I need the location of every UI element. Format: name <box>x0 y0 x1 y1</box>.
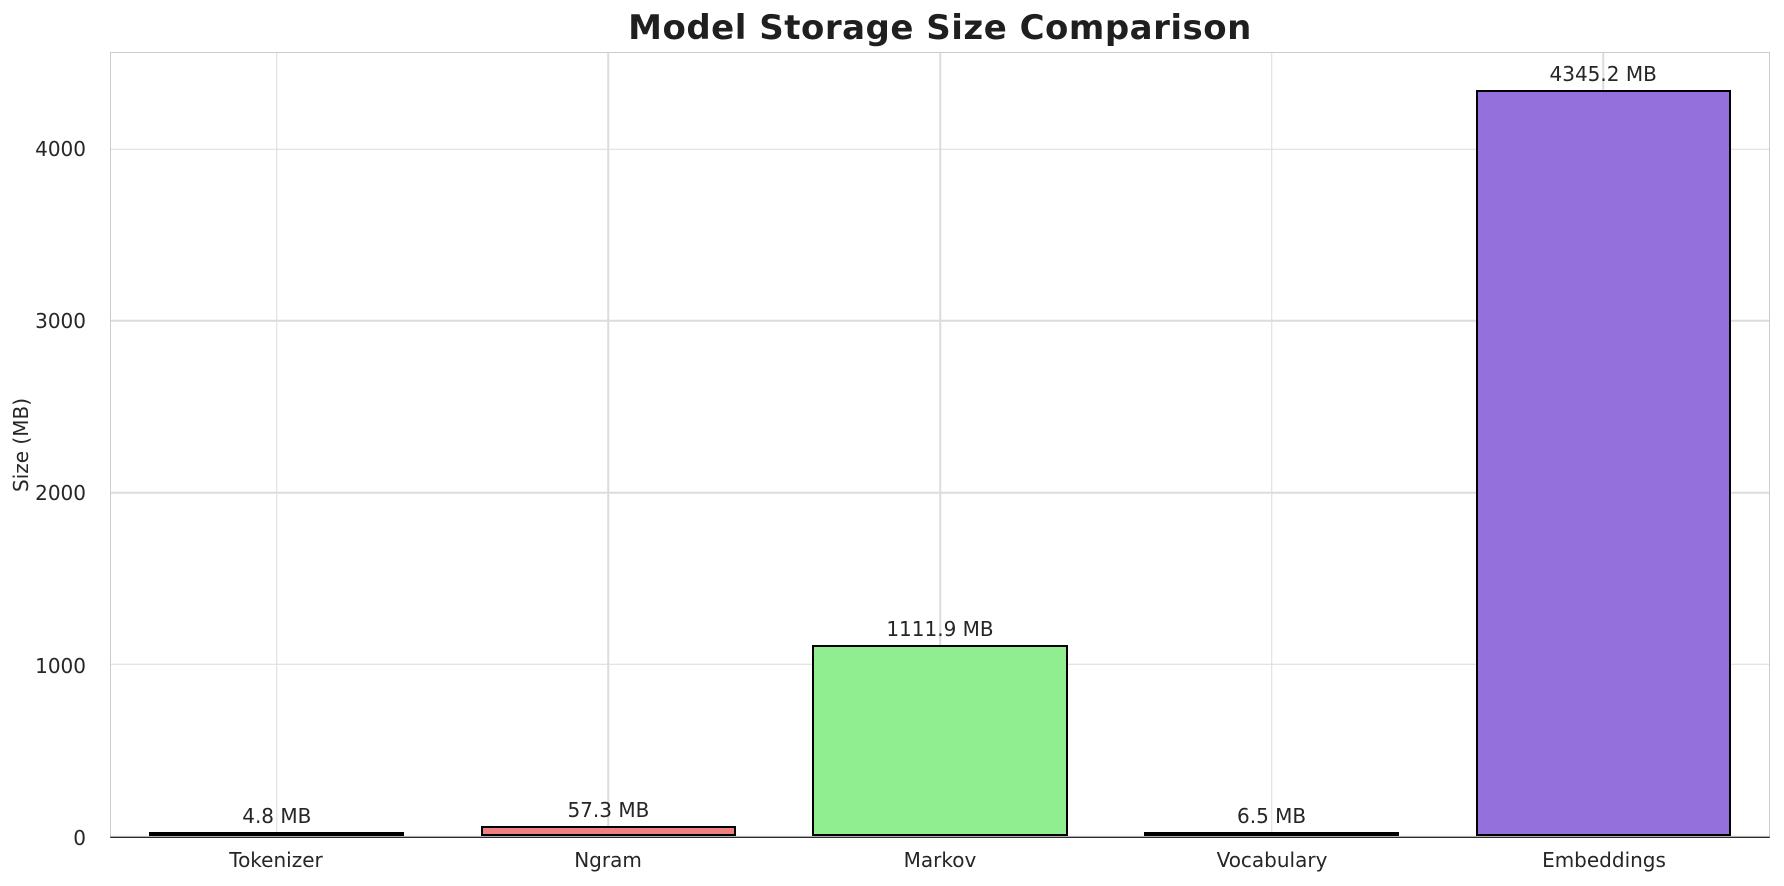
vertical-gridline <box>607 53 610 836</box>
y-tick-label: 3000 <box>35 308 86 333</box>
bar-value-label-ngram: 57.3 MB <box>567 798 650 823</box>
horizontal-gridline <box>111 835 1769 837</box>
bar-slot-embeddings: 4345.2 MB <box>1437 53 1769 836</box>
vertical-gridline <box>276 53 278 836</box>
vertical-gridline <box>1270 53 1273 836</box>
bar-ngram <box>480 826 737 836</box>
x-axis-ticks: Tokenizer Ngram Markov Vocabulary Embeddings <box>110 848 1770 872</box>
bar-value-label-markov: 1111.9 MB <box>886 617 994 642</box>
bar-vocabulary <box>1143 832 1400 836</box>
y-tick-label: 2000 <box>35 481 86 506</box>
x-tick-label-embeddings: Embeddings <box>1542 848 1666 872</box>
y-tick-label: 4000 <box>35 136 86 161</box>
bar-value-label-embeddings: 4345.2 MB <box>1549 61 1657 86</box>
plot-area: 4.8 MB 57.3 MB 1111.9 MB 6.5 MB 4345.2 MB <box>110 52 1770 838</box>
bar-markov <box>812 645 1068 836</box>
y-tick-label: 0 <box>73 826 86 850</box>
bar-tokenizer <box>149 832 405 836</box>
y-axis-ticks: 0 1000 2000 3000 4000 <box>0 52 98 850</box>
bar-slot-ngram: 57.3 MB <box>443 53 775 836</box>
x-tick-label-markov: Markov <box>903 848 977 872</box>
vertical-gridline <box>939 53 941 836</box>
bar-value-label-tokenizer: 4.8 MB <box>242 804 312 828</box>
chart-title: Model Storage Size Comparison <box>628 8 1252 48</box>
x-tick-label-tokenizer: Tokenizer <box>229 848 323 872</box>
bar-slot-vocabulary: 6.5 MB <box>1106 53 1438 836</box>
y-tick-label: 1000 <box>35 653 86 678</box>
x-tick-label-ngram: Ngram <box>574 848 642 872</box>
bar-slot-markov: 1111.9 MB <box>774 53 1106 836</box>
bar-slot-tokenizer: 4.8 MB <box>111 53 443 836</box>
bar-value-label-vocabulary: 6.5 MB <box>1237 804 1307 828</box>
bars-container: 4.8 MB 57.3 MB 1111.9 MB 6.5 MB 4345.2 MB <box>111 53 1769 836</box>
x-tick-label-vocabulary: Vocabulary <box>1216 848 1328 872</box>
bar-embeddings <box>1475 89 1731 836</box>
